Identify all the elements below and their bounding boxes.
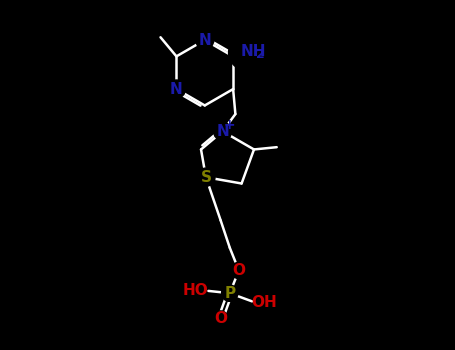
Text: O: O	[233, 263, 245, 278]
Text: HO: HO	[183, 284, 208, 299]
Circle shape	[196, 31, 214, 49]
Text: N: N	[170, 82, 183, 97]
Circle shape	[231, 262, 247, 279]
Text: 2: 2	[256, 49, 265, 62]
Text: NH: NH	[240, 44, 266, 59]
Circle shape	[167, 80, 186, 98]
Text: S: S	[200, 170, 212, 185]
Circle shape	[197, 168, 215, 186]
Text: O: O	[214, 311, 227, 326]
Text: N: N	[216, 124, 229, 139]
Circle shape	[213, 311, 228, 326]
Text: OH: OH	[251, 295, 277, 310]
Text: P: P	[224, 286, 235, 301]
Circle shape	[213, 122, 232, 140]
Text: +: +	[223, 118, 235, 132]
Circle shape	[228, 35, 263, 70]
Text: N: N	[198, 33, 211, 48]
Circle shape	[222, 285, 238, 301]
